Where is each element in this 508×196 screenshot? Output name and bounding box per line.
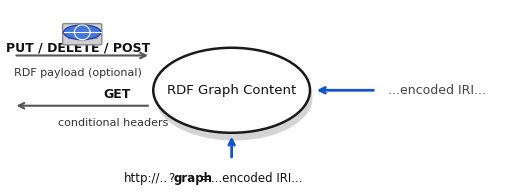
Text: GET: GET [104, 88, 131, 101]
Text: http://..: http://.. [124, 172, 168, 185]
Text: ...encoded IRI...: ...encoded IRI... [389, 84, 486, 97]
Circle shape [64, 25, 101, 40]
Ellipse shape [153, 48, 310, 133]
Text: PUT / DELETE / POST: PUT / DELETE / POST [6, 41, 150, 54]
Text: graph: graph [174, 172, 213, 185]
Text: conditional headers: conditional headers [58, 118, 168, 128]
Text: RDF Graph Content: RDF Graph Content [167, 84, 296, 97]
Text: ?: ? [168, 172, 174, 185]
Ellipse shape [156, 55, 312, 141]
Text: =...encoded IRI...: =...encoded IRI... [201, 172, 302, 185]
FancyBboxPatch shape [62, 24, 102, 45]
Text: RDF payload (optional): RDF payload (optional) [14, 68, 142, 78]
